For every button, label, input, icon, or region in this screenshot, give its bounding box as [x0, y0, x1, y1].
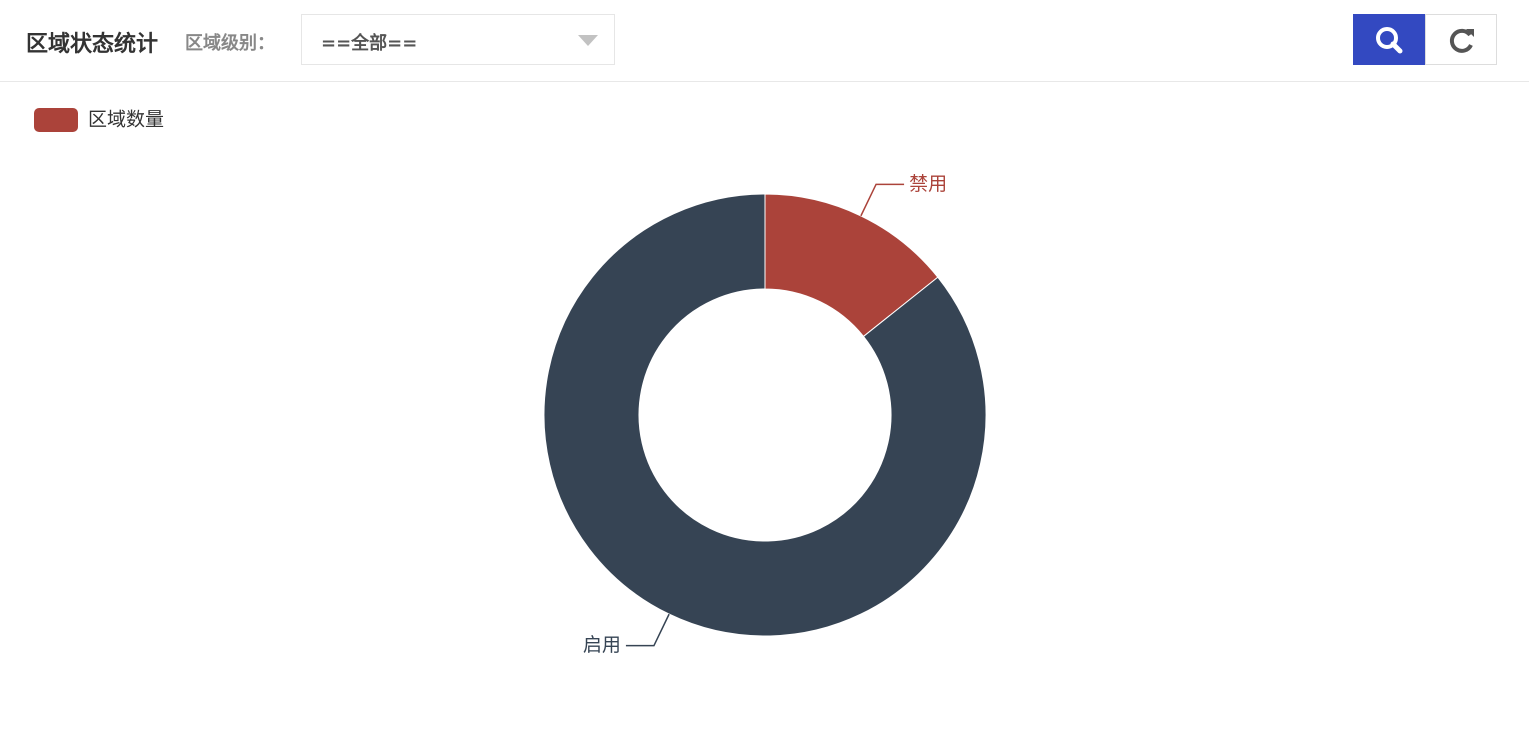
legend-label: 区域数量 — [88, 109, 164, 131]
header: 区域状态统计 区域级别： ==全部== — [0, 0, 1529, 82]
filter-label: 区域级别： — [185, 33, 275, 54]
search-button[interactable] — [1353, 14, 1425, 65]
search-icon — [1376, 27, 1403, 54]
select-value: ==全部== — [321, 33, 418, 54]
donut-slice — [543, 193, 987, 637]
slice-label: 禁用 — [909, 173, 947, 195]
slice-label: 启用 — [583, 634, 621, 656]
label-line — [625, 613, 670, 647]
reset-button[interactable] — [1425, 14, 1497, 65]
select-caret — [578, 35, 598, 46]
page-title: 区域状态统计 — [26, 32, 159, 57]
filter-select[interactable]: ==全部== — [301, 14, 615, 65]
reset-icon — [1449, 28, 1474, 53]
label-line — [860, 183, 905, 217]
legend-swatch — [34, 108, 78, 132]
